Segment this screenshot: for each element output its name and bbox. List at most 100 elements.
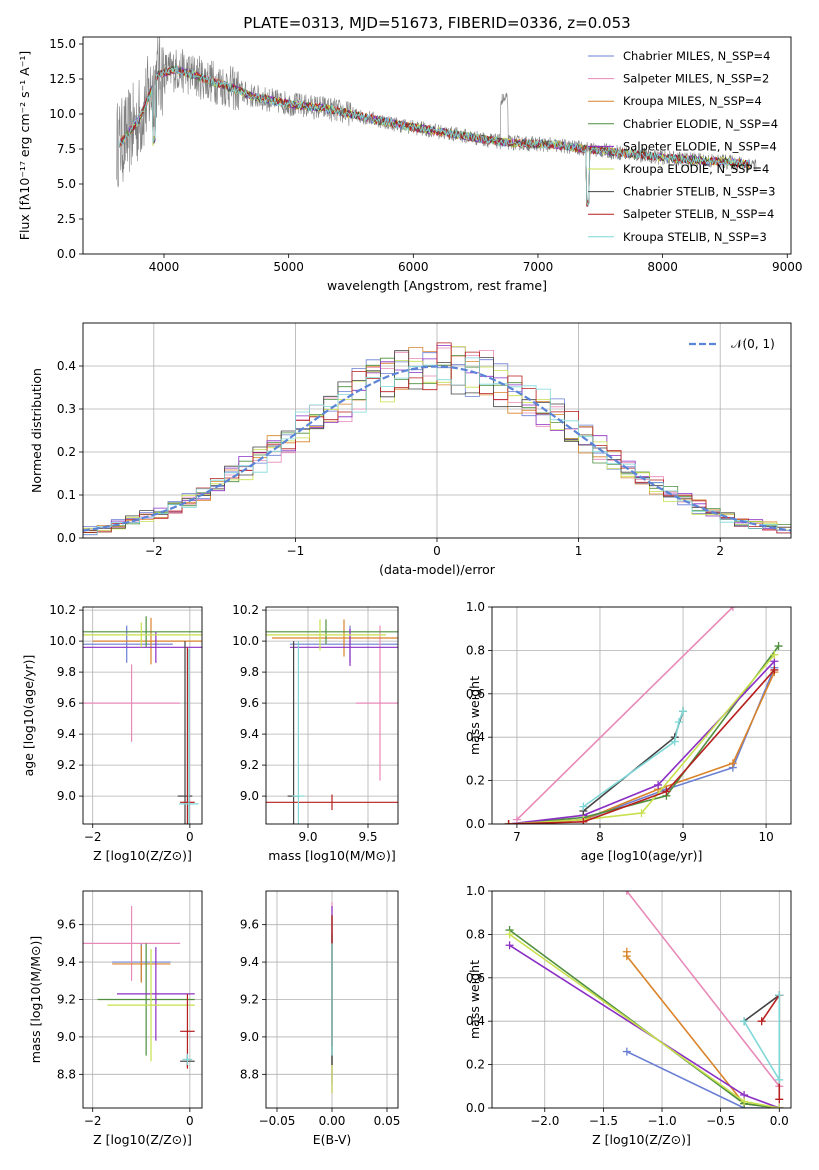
y-tick-label: 9.2 — [57, 993, 76, 1007]
legend-entry: Chabrier STELIB, N_SSP=3 — [623, 185, 775, 199]
series-1 — [504, 663, 779, 824]
errorbar-9 — [179, 648, 199, 824]
errorbar-4 — [266, 619, 398, 645]
axes-frame — [82, 606, 203, 825]
series-point — [579, 817, 588, 824]
plot-area-age-vs-Z — [83, 616, 202, 824]
y-tick-label: 10.0 — [232, 634, 259, 648]
series-point — [654, 780, 663, 789]
y-tick-label: 5.0 — [57, 177, 76, 191]
legend-entry: Kroupa MILES, N_SSP=4 — [623, 94, 762, 108]
errorbar-8 — [266, 794, 398, 811]
errorbar-9 — [182, 1053, 193, 1065]
y-tick-label: 0.4 — [466, 730, 485, 744]
axes-frame — [82, 36, 792, 255]
y-tick-label: 9.4 — [240, 955, 259, 969]
legend-entry: Salpeter STELIB, N_SSP=4 — [623, 207, 774, 221]
figure-title: PLATE=0313, MJD=51673, FIBERID=0336, z=0… — [243, 14, 630, 32]
x-tick-label: 1 — [575, 544, 583, 558]
series-2 — [622, 891, 784, 1091]
series-point — [579, 802, 588, 811]
axes-frame — [82, 890, 203, 1109]
series-line — [508, 654, 776, 824]
y-tick-label: 9.0 — [57, 1030, 76, 1044]
panel-mass-weight-vs-Z: −2.0 −1.5 −1.0 −0.5 0.0 0.0 0.2 0.4 0.6 0.8 1.0 Z [… — [466, 884, 792, 1147]
series-line — [508, 669, 775, 824]
series-point — [770, 665, 779, 674]
series-point — [775, 1095, 784, 1104]
y-tick-label: 0.4 — [466, 1014, 485, 1028]
series-point — [637, 809, 646, 818]
plot-area-mass-weight-vs-age — [504, 607, 783, 824]
x-tick-label: 8 — [596, 830, 604, 844]
x-axis-label: Z [log10(Z/Z⊙)] — [592, 1132, 691, 1147]
x-tick-label: 10 — [758, 830, 773, 844]
series-point — [757, 1017, 766, 1026]
series-9 — [579, 707, 688, 811]
y-tick-label: 0.0 — [57, 247, 76, 261]
y-tick-label: 9.6 — [57, 696, 76, 710]
series-point — [774, 642, 783, 651]
y-tick-label: 9.0 — [57, 789, 76, 803]
axes-frame — [491, 606, 792, 825]
x-axis-label: mass [log10(M/M⊙)] — [268, 848, 396, 863]
y-tick-label: 0.6 — [466, 971, 485, 985]
legend-residuals: 𝒩(0, 1) — [689, 337, 775, 351]
legend-entry: 𝒩(0, 1) — [731, 337, 775, 351]
x-tick-label: 6000 — [398, 260, 429, 274]
plot-area-age-vs-mass — [266, 619, 398, 824]
errorbar-2 — [83, 664, 181, 742]
series-point — [728, 759, 737, 768]
series-line — [582, 710, 684, 808]
y-tick-label: 9.4 — [57, 955, 76, 969]
legend-entry: Chabrier MILES, N_SSP=4 — [623, 49, 770, 63]
legend-entry: Kroupa STELIB, N_SSP=3 — [623, 230, 767, 244]
series-point — [504, 820, 513, 824]
series-6 — [505, 930, 784, 1108]
x-tick-label: −0.05 — [259, 1114, 296, 1128]
series-5 — [505, 941, 784, 1108]
errorbar-5 — [83, 631, 202, 663]
y-tick-label: 9.8 — [57, 665, 76, 679]
y-axis-label: Normed distribution — [29, 368, 44, 493]
axes-frame — [265, 890, 399, 1109]
series-line — [509, 944, 780, 1108]
y-tick-label: 9.4 — [240, 727, 259, 741]
series-point — [622, 952, 631, 961]
model-spectrum-9 — [118, 65, 750, 206]
series-point — [622, 891, 631, 895]
x-tick-label: 8000 — [647, 260, 678, 274]
x-tick-label: 9.5 — [358, 830, 377, 844]
series-line — [509, 929, 780, 1108]
y-tick-label: 9.6 — [57, 918, 76, 932]
errorbar-6 — [107, 948, 195, 1062]
errorbar-4 — [97, 943, 195, 1056]
x-tick-label: 0 — [433, 544, 441, 558]
x-tick-label: −2 — [84, 830, 102, 844]
x-tick-label: 0.00 — [319, 1114, 346, 1128]
errorbar-2 — [83, 905, 181, 981]
y-tick-label: 9.0 — [240, 1030, 259, 1044]
y-axis-label: mass [log10(M/M⊙)] — [28, 936, 43, 1064]
errorbar-3 — [272, 619, 398, 657]
errorbar-8 — [180, 647, 195, 824]
y-axis-label: Flux [fλ10⁻¹⁷ erg cm⁻² s⁻¹ A⁻¹] — [17, 51, 32, 240]
series-9 — [740, 991, 784, 1084]
series-line — [516, 607, 734, 821]
errorbar-9 — [292, 641, 305, 824]
errorbar-6 — [83, 622, 202, 648]
y-tick-label: 0.0 — [466, 817, 485, 831]
panel-age-vs-mass: 9.0 9.5 9.0 9.2 9.4 9.6 9.8 10.0 10.2 mass [log10… — [232, 603, 399, 863]
series-point — [775, 1075, 784, 1084]
y-tick-label: 9.6 — [240, 696, 259, 710]
x-tick-label: 9000 — [772, 260, 803, 274]
errorbar-5 — [117, 947, 195, 1041]
histogram-9 — [83, 357, 791, 535]
x-tick-label: −1 — [287, 544, 305, 558]
plot-area-mass-vs-Z — [83, 905, 195, 1069]
errorbar-6 — [266, 619, 386, 651]
y-tick-label: 9.2 — [240, 758, 259, 772]
x-tick-label: −1.0 — [647, 1114, 676, 1128]
x-tick-label: −1.5 — [589, 1114, 618, 1128]
